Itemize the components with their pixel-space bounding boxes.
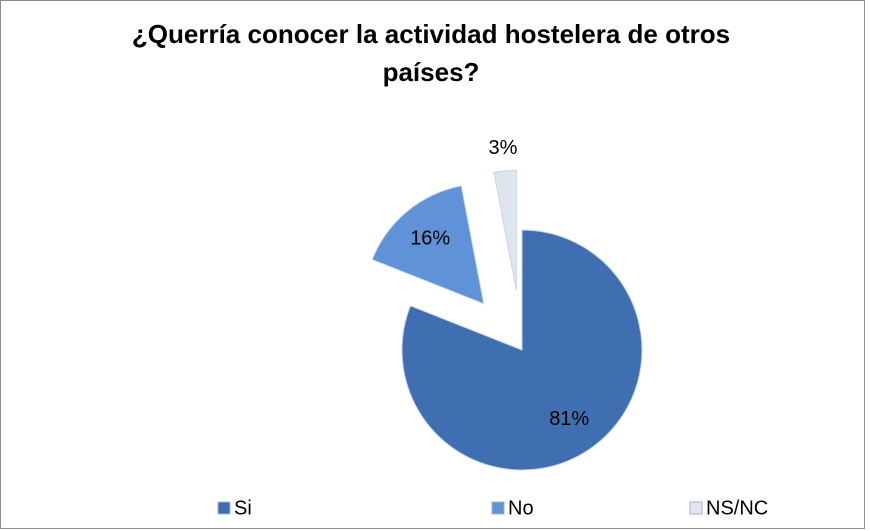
legend-label: Si [234, 497, 252, 519]
chart-title: ¿Querría conocer la actividad hostelera … [131, 19, 731, 87]
pie-slice [493, 169, 517, 291]
data-label: 3% [489, 137, 518, 159]
legend-marker [689, 501, 703, 515]
legend-label: NS/NC [706, 497, 768, 519]
data-label: 16% [410, 227, 450, 249]
data-label: 81% [549, 408, 589, 430]
legend-label: No [508, 497, 534, 519]
legend-marker [491, 501, 505, 515]
legend-marker [217, 501, 231, 515]
pie-slice [371, 185, 485, 305]
pie-slice [401, 229, 643, 471]
